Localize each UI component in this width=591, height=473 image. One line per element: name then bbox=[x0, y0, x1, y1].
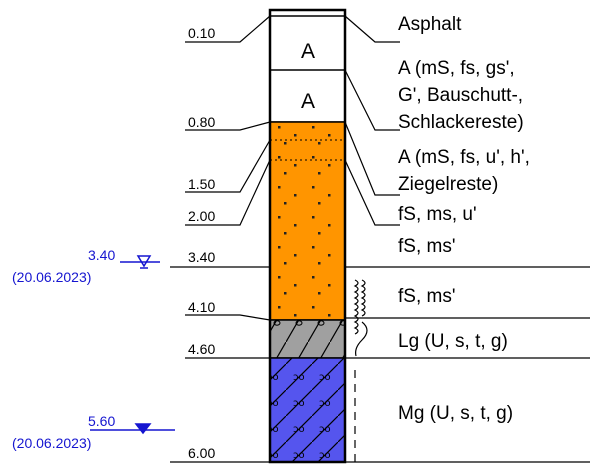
water-level-date: (20.06.2023) bbox=[12, 269, 91, 285]
layer-description: fS, ms' bbox=[398, 286, 455, 307]
layer-code: A bbox=[301, 40, 315, 63]
layer-description: Mg (U, s, t, g) bbox=[398, 403, 513, 424]
water-level-markers bbox=[90, 256, 175, 433]
column bbox=[270, 10, 345, 462]
depth-label: 6.00 bbox=[188, 445, 215, 461]
layer-description: A (mS, fs, gs', bbox=[398, 58, 515, 79]
layer-description: Schlackereste) bbox=[398, 112, 524, 133]
depth-label: 0.10 bbox=[188, 25, 215, 41]
depth-label: 4.60 bbox=[188, 341, 215, 357]
depth-label: 4.10 bbox=[188, 299, 215, 315]
layer-description: Asphalt bbox=[398, 14, 462, 35]
depth-label: 0.80 bbox=[188, 114, 215, 130]
layer-description: fS, ms, u' bbox=[398, 204, 477, 225]
depth-label: 2.00 bbox=[188, 208, 215, 224]
depth-label: 1.50 bbox=[188, 176, 215, 192]
layer-description: Ziegelreste) bbox=[398, 174, 498, 195]
water-level-depth: 5.60 bbox=[88, 413, 115, 429]
layer-description: G', Bauschutt-, bbox=[398, 85, 523, 106]
leaders bbox=[170, 16, 590, 462]
borehole-log: ↄo A A bbox=[0, 0, 591, 473]
layer-description: A (mS, fs, u', h', bbox=[398, 147, 530, 168]
layer-code: A bbox=[301, 90, 315, 113]
descriptions: Asphalt A (mS, fs, gs', G', Bauschutt-, Sch… bbox=[398, 14, 530, 424]
depth-label: 3.40 bbox=[188, 249, 215, 265]
water-level-depth: 3.40 bbox=[88, 247, 115, 263]
layer-description: Lg (U, s, t, g) bbox=[398, 331, 508, 352]
layer-description: fS, ms' bbox=[398, 236, 455, 257]
water-level-date: (20.06.2023) bbox=[12, 435, 91, 451]
